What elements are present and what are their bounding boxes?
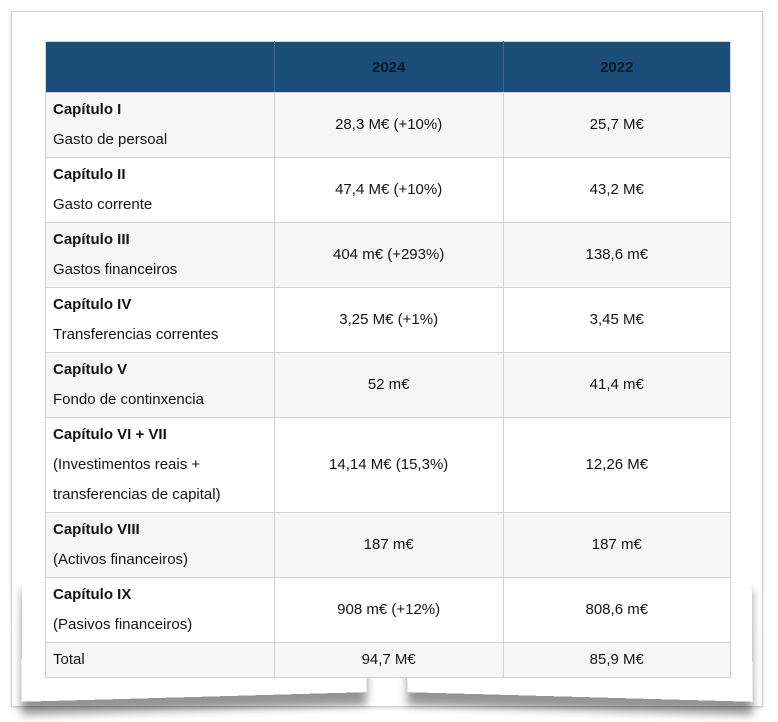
row-subtitle: Transferencias correntes	[53, 326, 219, 343]
row-subtitle: (Activos financeiros)	[53, 551, 189, 568]
value-2024: 908 m€ (+12%)	[273, 577, 504, 643]
row-title: Capítulo IX	[53, 586, 132, 603]
table-body: Capítulo I Gasto de persoal 28,3 M€ (+10%)…	[45, 92, 732, 678]
table-row: Capítulo IV Transferencias correntes 3,25 …	[45, 287, 732, 353]
table-row: Capítulo V Fondo de continxencia 52 m€ 41,4…	[45, 352, 732, 418]
value-2022: 43,2 M€	[502, 157, 732, 223]
table-row: Capítulo IX (Pasivos financeiros) 908 m€ (…	[45, 577, 732, 643]
row-title: Capítulo III	[53, 231, 130, 248]
value-2024: 47,4 M€ (+10%)	[273, 157, 504, 223]
value-2022: 808,6 m€	[502, 577, 732, 643]
row-title: Total	[53, 651, 85, 668]
row-label-cell: Capítulo III Gastos financeiros	[45, 222, 275, 288]
row-subtitle: (Pasivos financeiros)	[53, 616, 193, 633]
value-2024: 14,14 M€ (15,3%)	[273, 417, 504, 513]
table-row: Capítulo II Gasto corrente 47,4 M€ (+10%) 4…	[45, 157, 732, 223]
value-2024: 3,25 M€ (+1%)	[273, 287, 504, 353]
row-title: Capítulo VI + VII	[53, 426, 167, 443]
value-2022: 25,7 M€	[502, 92, 732, 158]
table-row: Capítulo VIII (Activos financeiros) 187 m€…	[45, 512, 732, 578]
row-label-cell: Capítulo II Gasto corrente	[45, 157, 275, 223]
value-2022: 3,45 M€	[502, 287, 732, 353]
value-2022: 138,6 m€	[502, 222, 732, 288]
row-title: Capítulo I	[53, 101, 122, 118]
value-2024: 52 m€	[273, 352, 504, 418]
row-subtitle: Fondo de continxencia	[53, 391, 204, 408]
row-label-cell: Capítulo VIII (Activos financeiros)	[45, 512, 275, 578]
table-row: Capítulo III Gastos financeiros 404 m€ (+2…	[45, 222, 732, 288]
row-label-cell: Capítulo VI + VII (Investimentos reais + t…	[45, 417, 275, 513]
budget-table: 2024 2022 Capítulo I Gasto de persoal 28,3…	[45, 41, 732, 678]
row-subtitle: transferencias de capital)	[53, 486, 221, 503]
table-row: Capítulo VI + VII (Investimentos reais + t…	[45, 417, 732, 513]
photo-frame: 2024 2022 Capítulo I Gasto de persoal 28,3…	[11, 11, 763, 707]
value-2024: 28,3 M€ (+10%)	[273, 92, 504, 158]
row-label-cell: Total	[45, 642, 275, 678]
row-title: Capítulo II	[53, 166, 126, 183]
row-title: Capítulo VIII	[53, 521, 140, 538]
row-label-cell: Capítulo V Fondo de continxencia	[45, 352, 275, 418]
value-2024: 404 m€ (+293%)	[273, 222, 504, 288]
value-2022: 85,9 M€	[502, 642, 732, 678]
table-row-total: Total 94,7 M€ 85,9 M€	[45, 642, 732, 678]
row-label-cell: Capítulo IV Transferencias correntes	[45, 287, 275, 353]
value-2022: 12,26 M€	[502, 417, 732, 513]
value-2022: 187 m€	[502, 512, 732, 578]
row-label-cell: Capítulo I Gasto de persoal	[45, 92, 275, 158]
row-subtitle: (Investimentos reais +	[53, 456, 201, 473]
row-title: Capítulo IV	[53, 296, 132, 313]
header-empty-cell	[45, 41, 275, 93]
table-row: Capítulo I Gasto de persoal 28,3 M€ (+10%)…	[45, 92, 732, 158]
row-subtitle: Gastos financeiros	[53, 261, 178, 278]
row-subtitle: Gasto corrente	[53, 196, 153, 213]
header-year-2024: 2024	[273, 41, 504, 93]
row-title: Capítulo V	[53, 361, 128, 378]
value-2024: 187 m€	[273, 512, 504, 578]
header-year-2022: 2022	[502, 41, 731, 93]
value-2022: 41,4 m€	[502, 352, 732, 418]
row-label-cell: Capítulo IX (Pasivos financeiros)	[45, 577, 275, 643]
table-header-row: 2024 2022	[45, 41, 731, 93]
value-2024: 94,7 M€	[273, 642, 504, 678]
row-subtitle: Gasto de persoal	[53, 131, 168, 148]
